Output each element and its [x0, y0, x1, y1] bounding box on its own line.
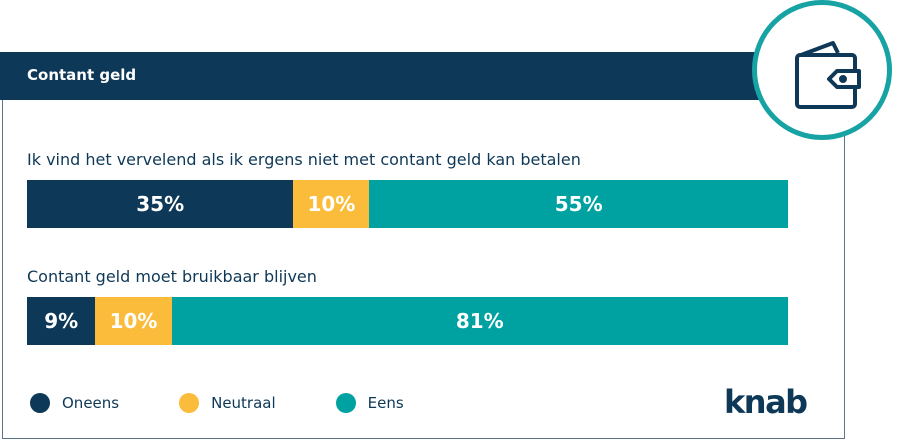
legend: Oneens Neutraal Eens: [30, 393, 454, 413]
data-label: 10%: [307, 192, 356, 216]
legend-dot: [179, 393, 200, 413]
bar-row-2: 9% 10% 81%: [27, 297, 788, 345]
legend-label: Oneens: [62, 394, 120, 412]
bar-segment-eens: 55%: [369, 180, 788, 228]
data-label: 55%: [554, 192, 603, 216]
legend-label: Neutraal: [211, 394, 276, 412]
data-label: 81%: [455, 309, 504, 333]
data-label: 35%: [136, 192, 185, 216]
legend-label: Eens: [367, 394, 404, 412]
legend-dot: [335, 393, 356, 413]
data-label: 9%: [44, 309, 79, 333]
data-label: 10%: [109, 309, 158, 333]
knab-logo: knab: [724, 383, 808, 421]
legend-item-eens: Eens: [335, 393, 404, 413]
question-2: Contant geld moet bruikbaar blijven: [27, 267, 317, 286]
chart-frame: [2, 52, 845, 439]
bar-segment-oneens: 35%: [27, 180, 294, 228]
icon-circle: [752, 0, 892, 140]
legend-item-neutraal: Neutraal: [179, 393, 276, 413]
legend-dot: [30, 393, 50, 413]
wallet-icon: [795, 41, 861, 109]
bar-segment-neutraal: 10%: [293, 180, 370, 228]
bar-segment-eens: 81%: [171, 297, 788, 345]
chart-title: Contant geld: [27, 66, 137, 84]
question-1: Ik vind het vervelend als ik ergens niet…: [27, 150, 581, 169]
bar-row-1: 35% 10% 55%: [27, 180, 788, 228]
header-bar: Contant geld: [0, 52, 770, 100]
legend-item-oneens: Oneens: [30, 393, 119, 413]
bar-segment-neutraal: 10%: [95, 297, 172, 345]
bar-segment-oneens: 9%: [27, 297, 96, 345]
